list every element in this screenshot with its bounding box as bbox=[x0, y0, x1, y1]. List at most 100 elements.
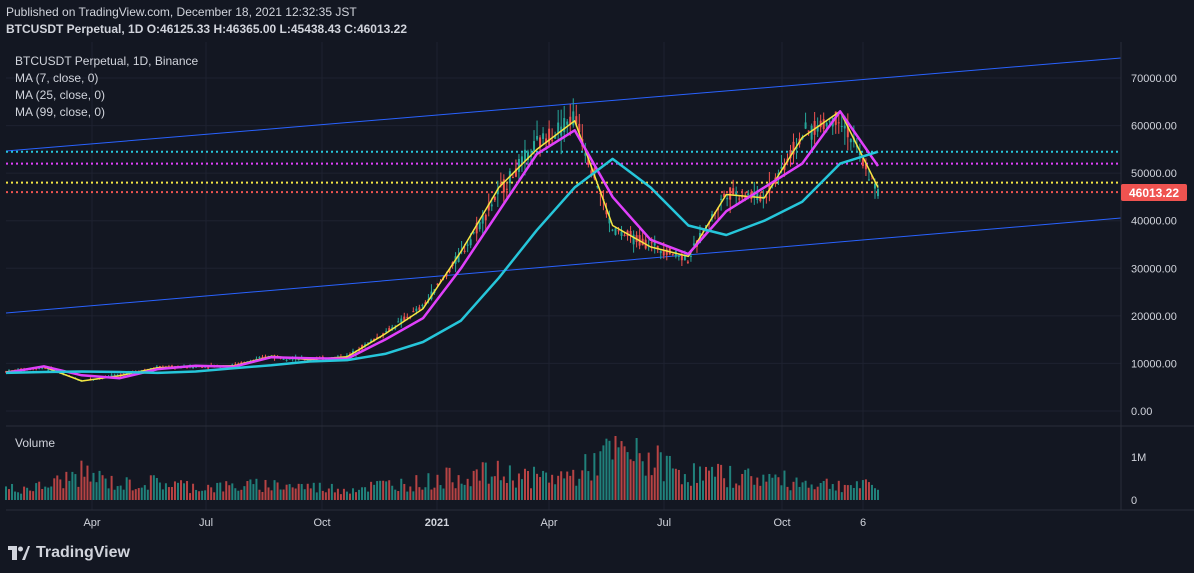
volume-bar bbox=[394, 489, 397, 500]
volume-bar bbox=[668, 455, 671, 500]
time-tick-label: Apr bbox=[83, 517, 100, 529]
volume-bar bbox=[795, 477, 798, 500]
volume-bar bbox=[813, 489, 816, 500]
trend-lines[interactable] bbox=[5, 57, 1122, 314]
volume-bar bbox=[680, 484, 683, 500]
candle-body bbox=[792, 141, 795, 155]
volume-bar bbox=[418, 487, 421, 500]
tradingview-logo[interactable]: TradingView bbox=[8, 544, 130, 562]
volume-bar bbox=[843, 484, 846, 500]
volume-bar bbox=[774, 474, 777, 500]
candle-body bbox=[517, 158, 520, 172]
candle-body bbox=[400, 318, 403, 323]
candle-body bbox=[659, 250, 662, 254]
volume-bar bbox=[276, 482, 279, 500]
volume-bar bbox=[388, 480, 391, 500]
candle-body bbox=[448, 268, 451, 273]
volume-bar bbox=[361, 487, 364, 500]
volume-bar bbox=[345, 491, 348, 500]
candle-body bbox=[195, 366, 198, 368]
open-label: O: bbox=[146, 22, 161, 36]
volume-bar bbox=[614, 436, 617, 500]
volume-bar bbox=[101, 475, 104, 500]
volume-bar bbox=[569, 475, 572, 500]
volume-bar bbox=[186, 481, 189, 500]
volume-bar bbox=[695, 482, 698, 500]
volume-bar bbox=[873, 488, 876, 500]
price-scale[interactable]: 70000.00 60000.00 50000.00 40000.00 30000.00… bbox=[1131, 73, 1177, 507]
volume-bar bbox=[837, 480, 840, 500]
volume-bar bbox=[26, 487, 29, 500]
candle-body bbox=[741, 196, 744, 198]
volume-bar bbox=[629, 459, 632, 500]
volume-bar bbox=[318, 482, 321, 500]
volume-bar bbox=[231, 483, 234, 500]
candle-body bbox=[711, 214, 714, 219]
volume-bar bbox=[762, 474, 765, 500]
candle-body bbox=[735, 191, 738, 196]
candle-body bbox=[617, 230, 620, 232]
candle-body bbox=[569, 116, 572, 125]
volume-bar bbox=[270, 490, 273, 500]
candle-body bbox=[804, 122, 807, 129]
high-label: H: bbox=[213, 22, 227, 36]
candle-body bbox=[590, 170, 593, 176]
volume-bar bbox=[309, 488, 312, 500]
candle-body bbox=[765, 196, 768, 198]
candle-body bbox=[692, 243, 695, 246]
volume-bar bbox=[336, 488, 339, 500]
volume-bar bbox=[306, 483, 309, 500]
volume-bar bbox=[717, 463, 720, 500]
volume-bar bbox=[439, 485, 442, 500]
volume-bar bbox=[566, 471, 569, 500]
volume-bar bbox=[674, 468, 677, 500]
volume-bar bbox=[720, 464, 723, 500]
volume-bar bbox=[110, 475, 113, 500]
upper-trend-line[interactable] bbox=[5, 57, 1122, 152]
volume-bar bbox=[195, 489, 198, 500]
volume-bar bbox=[415, 475, 418, 500]
volume-bar bbox=[514, 487, 517, 500]
time-tick-label: 2021 bbox=[425, 517, 449, 529]
volume-bar bbox=[146, 489, 149, 500]
legend-ma7[interactable]: MA (7, close, 0) bbox=[15, 71, 99, 85]
volume-bar bbox=[17, 492, 20, 500]
candle-body bbox=[367, 342, 370, 344]
legend-ma25[interactable]: MA (25, close, 0) bbox=[15, 88, 106, 102]
volume-bar bbox=[738, 485, 741, 500]
volume-bar bbox=[587, 471, 590, 500]
volume-bar bbox=[333, 492, 336, 500]
candle-body bbox=[38, 367, 41, 369]
volume-bar bbox=[324, 492, 327, 500]
candle-body bbox=[807, 130, 810, 132]
volume-bar bbox=[698, 466, 701, 500]
volume-bar bbox=[29, 490, 32, 500]
volume-bar bbox=[683, 474, 686, 500]
volume-bar bbox=[692, 463, 695, 500]
candle-body bbox=[671, 253, 674, 255]
volume-bar bbox=[131, 490, 134, 500]
lower-trend-line[interactable] bbox=[5, 217, 1122, 314]
volume-bar bbox=[650, 475, 653, 500]
candle-body bbox=[677, 255, 680, 257]
volume-bar bbox=[86, 465, 89, 500]
candle-body bbox=[828, 121, 831, 123]
volume-bar bbox=[173, 481, 176, 500]
legend-ma99[interactable]: MA (99, close, 0) bbox=[15, 105, 106, 119]
volume-tick-label: 1M bbox=[1131, 452, 1146, 464]
volume-bar bbox=[689, 485, 692, 500]
time-scale[interactable]: Apr Jul Oct 2021 Apr Jul Oct 6 bbox=[83, 517, 866, 529]
volume-bar bbox=[421, 489, 424, 500]
candle-body bbox=[523, 149, 526, 161]
horizontal-levels[interactable] bbox=[6, 150, 1121, 194]
candle-body bbox=[288, 358, 291, 360]
volume-bar bbox=[134, 489, 137, 500]
volume-bar bbox=[686, 482, 689, 500]
volume-bar bbox=[611, 459, 614, 500]
price-tick-label: 50000.00 bbox=[1131, 168, 1177, 180]
volume-bar bbox=[5, 486, 7, 500]
volume-bar bbox=[653, 467, 656, 500]
volume-bar bbox=[677, 469, 680, 500]
time-tick-label: Jul bbox=[199, 517, 213, 529]
